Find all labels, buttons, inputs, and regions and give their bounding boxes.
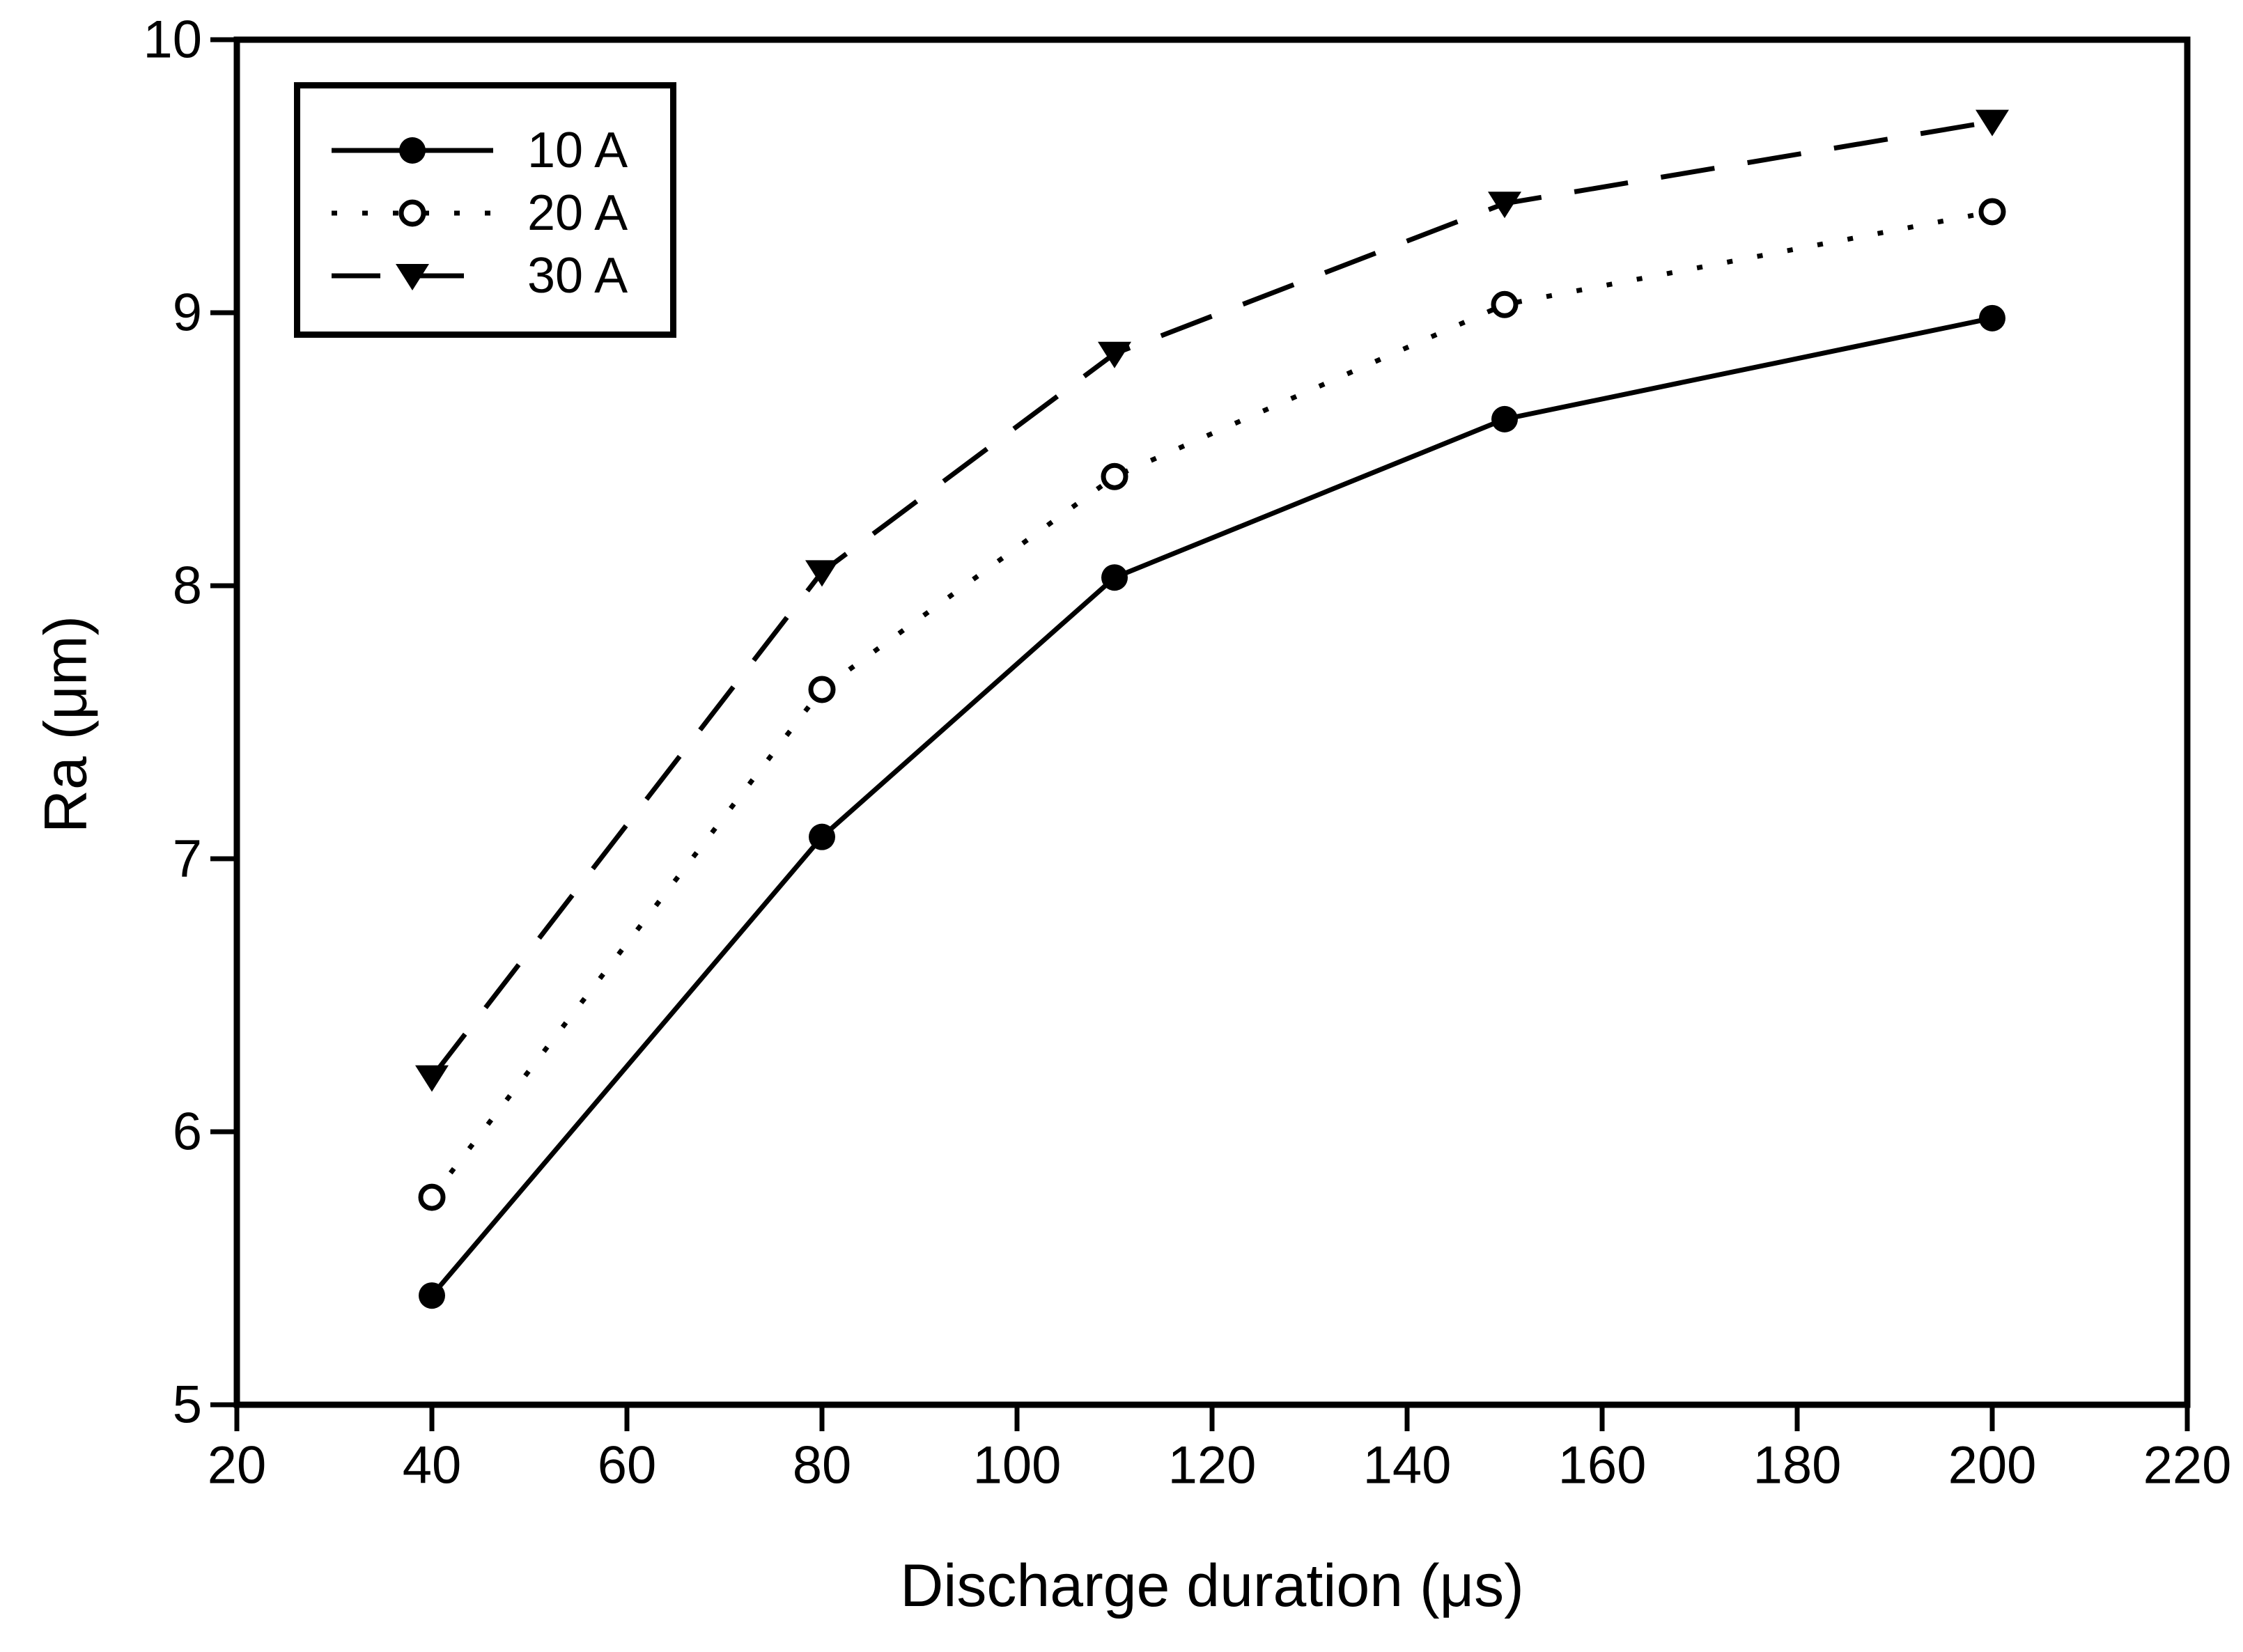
x-axis-tick-label: 140 — [1363, 1435, 1452, 1495]
legend-label: 10 A — [527, 123, 628, 178]
y-axis-tick-label: 7 — [173, 829, 202, 889]
x-axis-title: Discharge duration (μs) — [900, 1552, 1524, 1619]
x-axis-tick-label: 160 — [1558, 1435, 1647, 1495]
legend-item-20A: 20 A — [300, 182, 670, 244]
x-axis-tick-label: 20 — [208, 1435, 267, 1495]
data-point-filled-circle — [1491, 405, 1518, 433]
series-line-10A — [430, 315, 1993, 1298]
x-axis-tick-label: 220 — [2143, 1435, 2232, 1495]
y-axis-tick-label: 9 — [173, 283, 202, 343]
x-axis-tick-label: 200 — [1948, 1435, 2037, 1495]
data-point-open-circle — [808, 676, 836, 703]
data-point-triangle-down — [1098, 341, 1131, 368]
x-axis-tick-label: 40 — [403, 1435, 462, 1495]
x-axis-tick-label: 120 — [1168, 1435, 1257, 1495]
data-point-filled-circle — [1979, 304, 2005, 332]
y-axis-title: Ra (μm) — [32, 615, 100, 834]
data-point-triangle-down — [1976, 109, 2009, 137]
y-axis-tick-label: 6 — [173, 1102, 202, 1162]
data-point-triangle-down — [415, 1065, 449, 1092]
data-point-open-circle — [1978, 198, 2006, 226]
legend-label: 30 A — [527, 248, 628, 304]
data-point-triangle-down — [1488, 192, 1521, 219]
data-point-triangle-down — [805, 560, 839, 587]
series-line-20A — [430, 209, 1993, 1199]
x-axis-tick-label: 100 — [973, 1435, 1062, 1495]
legend-label: 20 A — [527, 185, 628, 241]
x-axis-tick-label: 80 — [793, 1435, 852, 1495]
legend-sample-solid-filled-circle-icon — [332, 137, 493, 164]
data-point-filled-circle — [809, 823, 835, 850]
y-axis-tick-label: 8 — [173, 556, 202, 616]
data-point-open-circle — [1491, 290, 1519, 318]
data-point-filled-circle — [1101, 564, 1128, 591]
x-axis-tick-label: 60 — [598, 1435, 657, 1495]
chart-legend: 10 A 20 A 30 A — [294, 82, 676, 338]
y-axis-tick-label: 5 — [173, 1376, 202, 1435]
x-axis-tick-label: 180 — [1753, 1435, 1842, 1495]
y-axis-tick-label: 10 — [143, 10, 202, 70]
legend-item-30A: 30 A — [300, 244, 670, 307]
legend-sample-dotted-open-circle-icon — [332, 199, 493, 227]
data-point-filled-circle — [419, 1282, 445, 1309]
legend-sample-dashed-triangle-icon — [332, 264, 493, 290]
data-point-open-circle — [418, 1183, 446, 1211]
legend-item-10A: 10 A — [300, 119, 670, 182]
data-point-open-circle — [1101, 462, 1128, 490]
